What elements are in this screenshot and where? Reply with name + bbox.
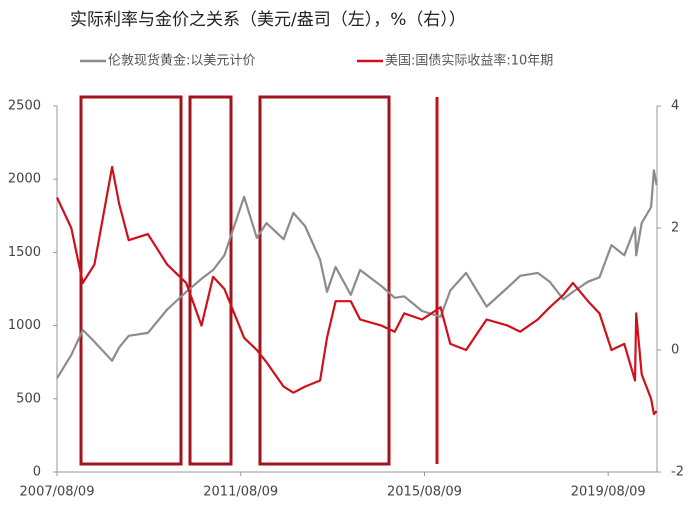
x-tick-label: 2015/08/09 (387, 485, 462, 500)
data-line (56, 169, 658, 379)
y2-tick-label: 2 (671, 221, 679, 236)
legend-label: 美国:国债实际收益率:10年期 (385, 53, 553, 69)
highlight-box (258, 95, 391, 466)
y2-tick-label: -2 (671, 465, 684, 480)
x-tick-label: 2011/08/09 (203, 485, 278, 500)
y-tick-label: 1500 (8, 245, 41, 260)
chart-title: 实际利率与金价之关系（美元/盎司（左），%（右）） (70, 10, 466, 30)
x-tick-label: 2019/08/09 (571, 485, 646, 500)
highlight-boxes (79, 95, 439, 466)
y2-tick-label: 0 (671, 343, 679, 358)
y-tick-label: 500 (16, 391, 41, 406)
y-tick-label: 1000 (8, 318, 41, 333)
y-tick-label: 2000 (8, 172, 41, 187)
y-tick-label: 0 (33, 465, 41, 480)
data-line (56, 165, 658, 416)
highlight-box (188, 95, 233, 466)
legend-label: 伦敦现货黄金:以美元计价 (108, 53, 255, 69)
y-tick-label: 2500 (8, 99, 41, 114)
highlight-box (79, 95, 183, 466)
x-tick-label: 2007/08/09 (20, 485, 95, 500)
y2-tick-label: 4 (671, 99, 679, 114)
